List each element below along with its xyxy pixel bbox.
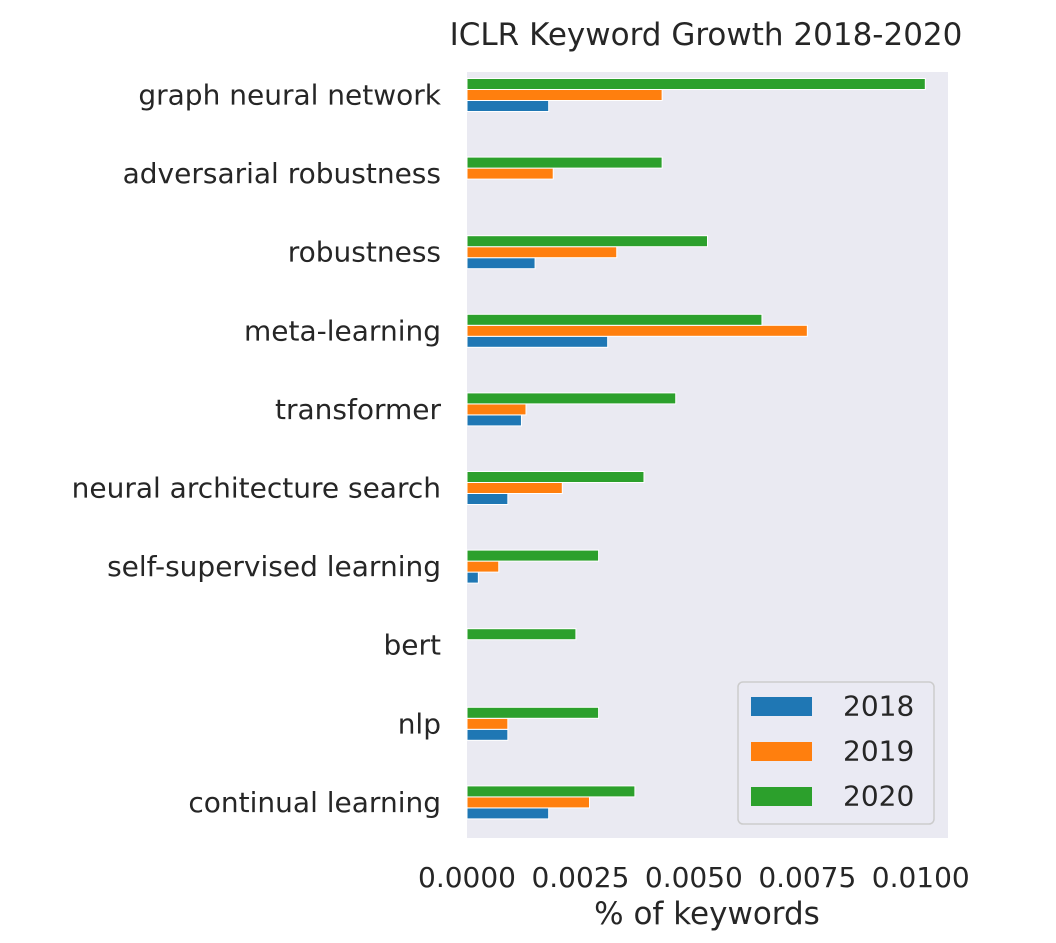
bar-robustness-2020: [466, 235, 708, 248]
bar-neural-architecture-search-2019: [466, 482, 563, 494]
bar-robustness-2018: [466, 257, 536, 270]
bar-meta-learning-2020: [466, 313, 763, 326]
bar-neural-architecture-search-2020: [466, 471, 645, 483]
y-tick-label-continual-learning: continual learning: [188, 786, 441, 819]
bar-self-supervised-learning-2018: [466, 571, 479, 584]
legend-items: 2018 2019 2020: [751, 690, 914, 813]
legend-label-2020: 2020: [843, 780, 914, 813]
bar-transformer-2019: [466, 403, 527, 416]
y-tick-label-graph-neural-network: graph neural network: [138, 79, 441, 112]
x-tick-label-0: 0.0000: [418, 861, 516, 894]
bar-adversarial-robustness-2019: [466, 167, 554, 180]
bar-continual-learning-2018: [466, 807, 550, 820]
bar-nlp-2020: [466, 706, 600, 719]
bar-self-supervised-learning-2019: [466, 560, 500, 573]
legend: 2018 2019 2020: [737, 681, 935, 825]
x-tick-label-1: 0.0025: [531, 861, 629, 894]
y-tick-label-robustness: robustness: [288, 236, 441, 269]
x-tick-label-4: 0.0100: [872, 861, 970, 894]
y-tick-label-nlp: nlp: [398, 707, 441, 740]
bars-layer: [466, 78, 926, 820]
legend-swatch-2020: [751, 787, 812, 806]
bar-continual-learning-2020: [466, 785, 636, 798]
legend-label-2018: 2018: [843, 690, 914, 723]
x-tick-label-2: 0.0050: [645, 861, 743, 894]
x-tick-labels: 0.0000 0.0025 0.0050 0.0075 0.0100: [418, 861, 970, 894]
y-tick-labels: graph neural network adversarial robustne…: [72, 79, 442, 819]
y-tick-label-neural-architecture-search: neural architecture search: [72, 472, 441, 505]
bar-transformer-2020: [466, 392, 677, 405]
legend-label-2019: 2019: [843, 735, 914, 768]
bar-neural-architecture-search-2018: [466, 493, 509, 505]
bar-self-supervised-learning-2020: [466, 549, 600, 562]
bar-continual-learning-2019: [466, 796, 591, 809]
bar-graph-neural-network-2018: [466, 100, 550, 112]
bar-transformer-2018: [466, 414, 522, 427]
bar-graph-neural-network-2020: [466, 78, 926, 90]
chart-title: ICLR Keyword Growth 2018-2020: [450, 17, 963, 53]
bar-meta-learning-2018: [466, 335, 609, 348]
y-tick-label-adversarial-robustness: adversarial robustness: [123, 157, 441, 190]
bar-adversarial-robustness-2020: [466, 156, 663, 169]
y-tick-label-meta-learning: meta-learning: [244, 314, 441, 347]
bar-meta-learning-2019: [466, 324, 808, 337]
y-tick-label-self-supervised-learning: self-supervised learning: [107, 550, 441, 583]
x-axis-label: % of keywords: [594, 896, 820, 932]
bar-nlp-2018: [466, 728, 509, 741]
legend-swatch-2018: [751, 697, 812, 716]
y-tick-label-transformer: transformer: [275, 393, 441, 426]
bar-robustness-2019: [466, 246, 618, 259]
bar-graph-neural-network-2019: [466, 89, 663, 101]
bar-nlp-2019: [466, 717, 509, 730]
y-tick-label-bert: bert: [384, 629, 442, 662]
legend-swatch-2019: [751, 742, 812, 761]
x-tick-label-3: 0.0075: [758, 861, 856, 894]
bar-bert-2020: [466, 628, 577, 641]
